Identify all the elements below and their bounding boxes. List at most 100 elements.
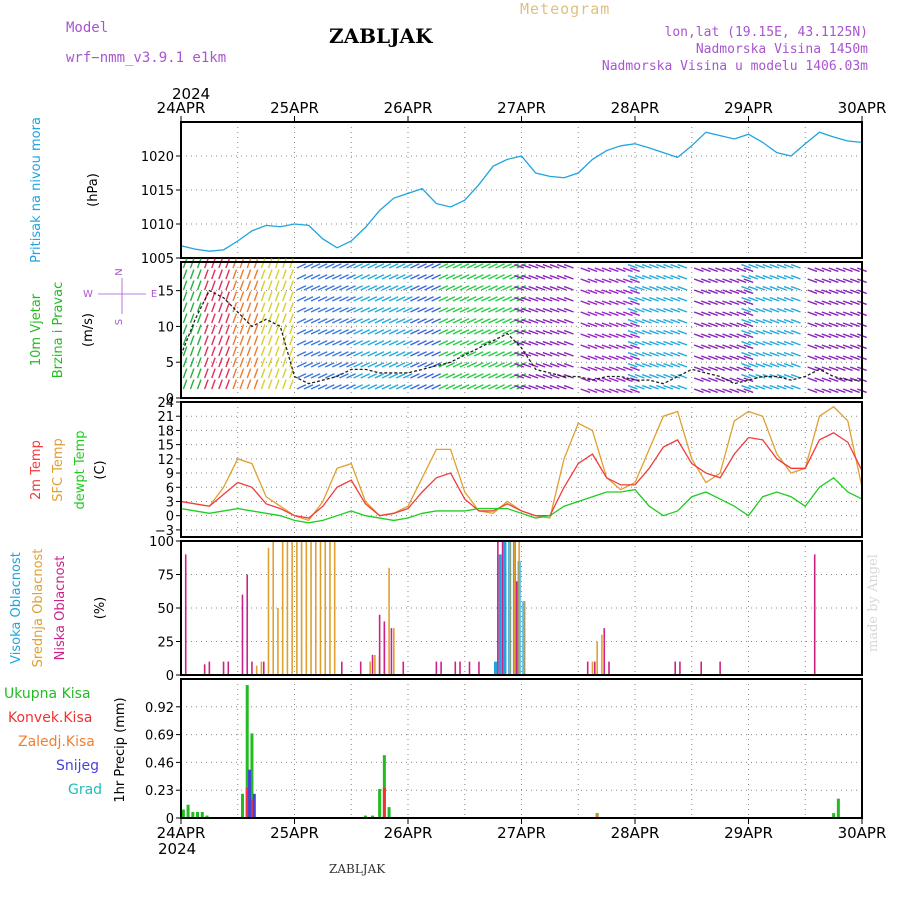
precip-bar-precip_total [245, 685, 249, 818]
top-day-tick-label: 26APR [384, 99, 433, 117]
wind-barb [289, 269, 294, 280]
wind-barb [828, 333, 839, 339]
wind-barb [677, 318, 688, 324]
wind-barb [182, 258, 188, 269]
wind-barb [663, 373, 674, 379]
location-coords: lon,lat (19.15E, 43.1125N) [664, 25, 869, 40]
wind-barb [296, 285, 307, 291]
wind-barb [289, 324, 294, 335]
wind-barb [374, 373, 385, 379]
wind-barb [622, 289, 633, 295]
wind-barb [267, 357, 273, 368]
wind-barb [521, 373, 532, 379]
wind-barb [282, 269, 287, 280]
y-axis-label-temp2m: 2m Temp [29, 440, 44, 500]
series-line-sfc_temp [180, 405, 863, 522]
wind-barb [821, 267, 832, 273]
wind-barb [232, 280, 238, 291]
wind-barb [196, 313, 202, 324]
bottom-day-tick-label: 25APR [270, 824, 319, 842]
page-title: ZABLJAK [329, 24, 433, 48]
wind-barb [232, 324, 238, 335]
wind-barb [741, 384, 752, 390]
wind-barb [296, 373, 307, 379]
wind-barb [367, 362, 378, 368]
wind-barb [663, 340, 674, 346]
wind-barb [473, 296, 484, 302]
wind-barb [849, 278, 860, 284]
wind-barb [381, 329, 392, 335]
wind-barb [700, 344, 711, 350]
wind-barb [715, 289, 726, 295]
wind-barb [542, 296, 553, 302]
wind-barb [535, 274, 546, 280]
wind-barb [395, 362, 406, 368]
wind-barb [282, 280, 287, 291]
wind-barb [549, 285, 560, 291]
wind-barb [776, 340, 787, 346]
compass-north: N [114, 268, 125, 275]
wind-barb [225, 368, 231, 379]
wind-barb [218, 324, 223, 335]
wind-barb [225, 335, 231, 346]
wind-barb [663, 285, 674, 291]
wind-barb [608, 289, 619, 295]
wind-barb [225, 357, 231, 368]
wind-barb [410, 274, 420, 280]
wind-barb [587, 300, 598, 306]
wind-barb [310, 373, 321, 379]
wind-barb [627, 384, 638, 390]
wind-barb [715, 267, 726, 273]
wind-barb [466, 296, 477, 302]
wind-barb [521, 384, 532, 390]
wind-barb [580, 300, 591, 306]
wind-barb [741, 274, 752, 280]
wind-barb [346, 373, 356, 379]
wind-barb [481, 329, 491, 335]
y-axis-label-wind: 10m Vjetar [29, 293, 44, 366]
wind-barb [339, 329, 349, 335]
precip-bar-precip_total [200, 811, 204, 818]
wind-barb [634, 263, 645, 269]
wind-barb [634, 384, 645, 390]
wind-barb [790, 296, 801, 302]
wind-barb [627, 318, 638, 324]
wind-barb [587, 311, 598, 317]
wind-barb [488, 362, 498, 368]
wind-barb [303, 296, 314, 302]
wind-barb [736, 388, 747, 394]
top-day-tick-label: 28APR [611, 99, 660, 117]
wind-barb [776, 296, 787, 302]
wind-barb [790, 285, 801, 291]
wind-barb [641, 307, 652, 313]
wind-barb [627, 263, 638, 269]
precip-bar-precip_total [363, 815, 367, 818]
wind-barb [656, 263, 666, 269]
wind-barb [656, 340, 666, 346]
wind-barb [729, 322, 740, 328]
wind-barb [549, 329, 560, 335]
wind-barb [722, 267, 733, 273]
wind-barb [615, 289, 626, 295]
wind-barb [556, 263, 567, 269]
top-year-label: 2024 [172, 85, 210, 103]
wind-barb [743, 289, 754, 295]
wind-barb [521, 362, 532, 368]
wind-barb [367, 351, 378, 357]
wind-barb [253, 269, 259, 280]
wind-barb [246, 291, 252, 302]
wind-barb [353, 263, 363, 269]
wind-barb [253, 291, 259, 302]
wind-barb [402, 318, 413, 324]
wind-barb [663, 362, 674, 368]
wind-barb [189, 280, 195, 291]
wind-barb [402, 373, 413, 379]
wind-barb [776, 285, 787, 291]
wind-barb [431, 285, 442, 291]
wind-barb [563, 340, 574, 346]
wind-barb [260, 379, 266, 390]
series-line-pressure [180, 131, 863, 252]
wind-barb [722, 355, 733, 361]
wind-barb [410, 263, 420, 269]
wind-barb [790, 362, 801, 368]
